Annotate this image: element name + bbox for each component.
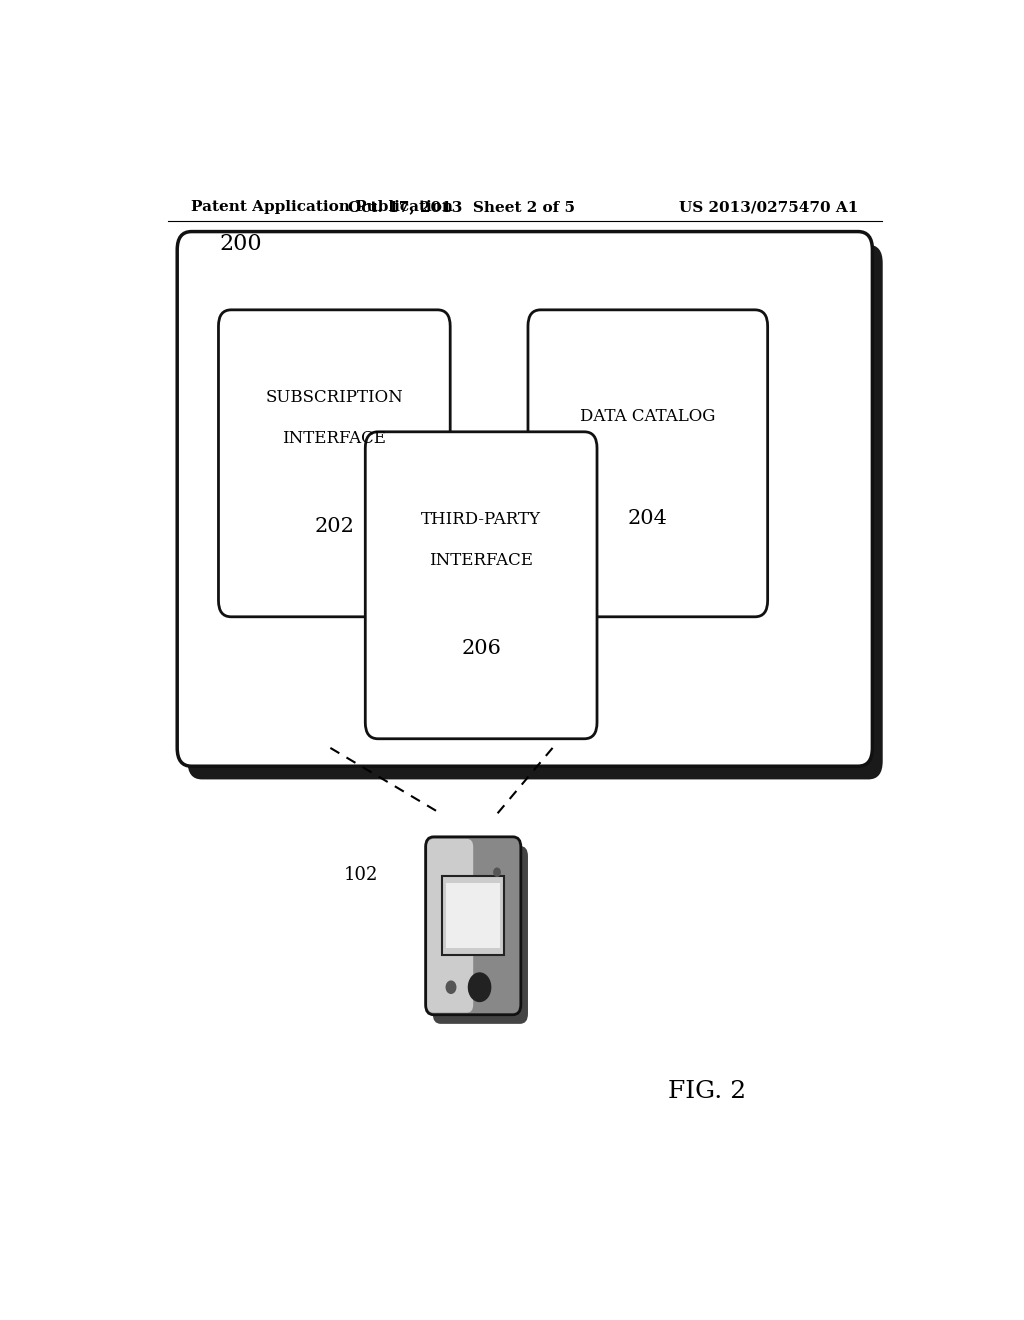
FancyBboxPatch shape: [218, 310, 451, 616]
Circle shape: [494, 869, 500, 876]
Text: Patent Application Publication: Patent Application Publication: [191, 201, 454, 214]
FancyBboxPatch shape: [442, 876, 504, 954]
FancyBboxPatch shape: [177, 231, 872, 766]
Text: 204: 204: [628, 508, 668, 528]
Text: FIG. 2: FIG. 2: [669, 1080, 746, 1104]
Text: Oct. 17, 2013  Sheet 2 of 5: Oct. 17, 2013 Sheet 2 of 5: [348, 201, 574, 214]
FancyBboxPatch shape: [426, 837, 521, 1015]
Text: INTERFACE: INTERFACE: [429, 552, 534, 569]
Text: US 2013/0275470 A1: US 2013/0275470 A1: [679, 201, 858, 214]
Circle shape: [446, 981, 456, 994]
FancyBboxPatch shape: [366, 432, 597, 739]
FancyBboxPatch shape: [427, 840, 473, 1012]
Text: DATA CATALOG: DATA CATALOG: [581, 408, 716, 425]
FancyBboxPatch shape: [528, 310, 768, 616]
Text: 206: 206: [461, 639, 501, 657]
Text: INTERFACE: INTERFACE: [283, 430, 386, 447]
Text: 102: 102: [344, 866, 378, 884]
FancyBboxPatch shape: [433, 846, 528, 1024]
Text: 200: 200: [219, 232, 262, 255]
FancyBboxPatch shape: [446, 883, 500, 949]
Text: SUBSCRIPTION: SUBSCRIPTION: [265, 389, 403, 407]
FancyBboxPatch shape: [187, 244, 883, 779]
Circle shape: [468, 973, 490, 1002]
Text: 202: 202: [314, 517, 354, 536]
Text: THIRD-PARTY: THIRD-PARTY: [421, 511, 541, 528]
